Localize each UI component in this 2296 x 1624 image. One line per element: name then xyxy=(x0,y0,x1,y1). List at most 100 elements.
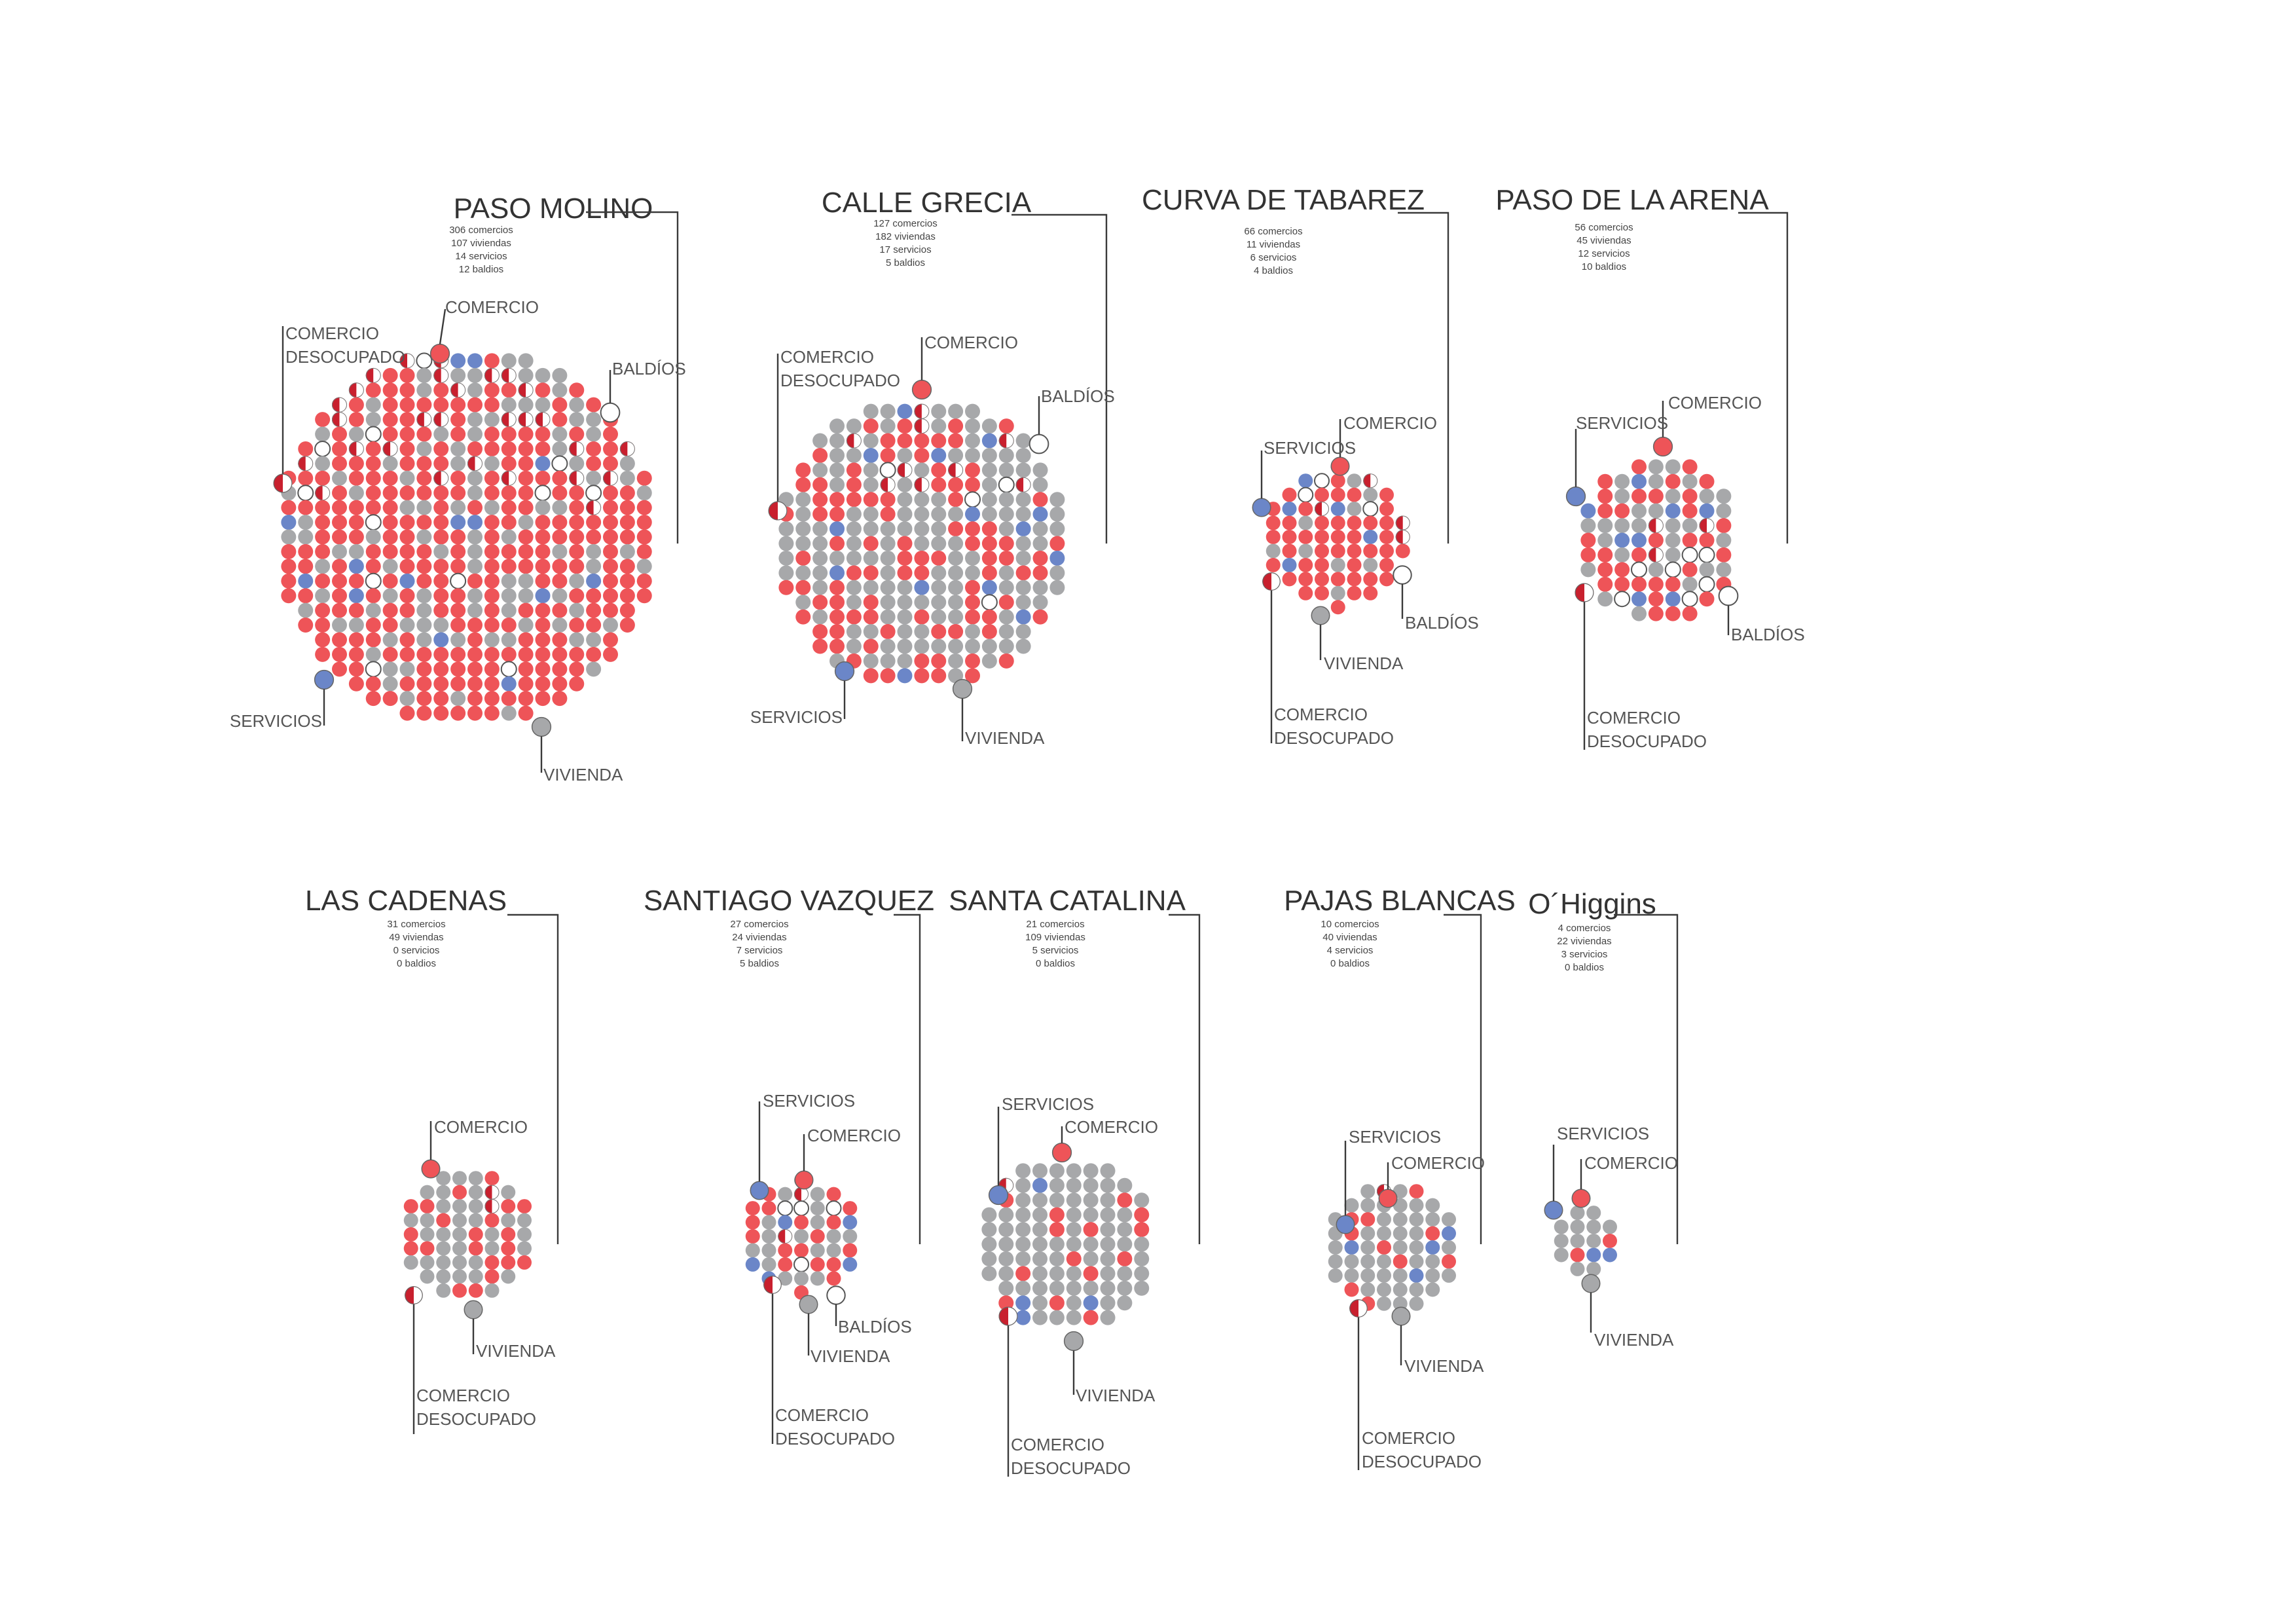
dot-vivienda xyxy=(1580,518,1596,534)
dot-vivienda xyxy=(998,1251,1014,1266)
legend-dot-desocupado xyxy=(1262,572,1281,591)
dot-comercio xyxy=(1315,572,1329,587)
dot-baldios xyxy=(998,476,1015,493)
dot-comercio xyxy=(569,485,585,501)
dot-vivienda xyxy=(981,1251,997,1266)
dot-servicios xyxy=(1631,532,1647,548)
dot-comercio xyxy=(365,500,381,515)
dot-comercio xyxy=(535,529,551,545)
dot-vivienda xyxy=(1049,580,1065,595)
dot-baldios xyxy=(365,514,382,531)
dot-comercio xyxy=(484,1213,500,1228)
dot-vivienda xyxy=(795,492,811,507)
dot-comercio xyxy=(484,353,500,369)
dot-vivienda xyxy=(998,609,1014,625)
label-comercio: COMERCIO xyxy=(807,1126,901,1145)
dot-servicios xyxy=(981,580,997,595)
dot-vivienda xyxy=(1100,1163,1116,1179)
chart-title: CURVA DE TABAREZ xyxy=(1142,184,1425,216)
dot-comercio xyxy=(1330,530,1345,544)
dot-comercio xyxy=(433,441,449,456)
dot-comercio xyxy=(931,550,947,566)
dot-baldios xyxy=(1698,576,1715,593)
label-comercio-desocupado: COMERCIO xyxy=(1587,708,1681,728)
dot-vivienda xyxy=(897,521,913,537)
legend-dot-servicios xyxy=(988,1185,1009,1206)
dot-vivienda xyxy=(450,367,466,383)
dot-vivienda xyxy=(998,1266,1014,1282)
dot-comercio xyxy=(501,1241,516,1256)
label-comercio-desocupado: COMERCIO xyxy=(416,1386,510,1405)
dot-vivienda xyxy=(948,609,964,625)
dot-comercio xyxy=(880,624,896,640)
dot-comercio xyxy=(518,529,534,545)
dot-vivienda xyxy=(914,521,930,537)
dot-comercio xyxy=(484,602,500,618)
dot-comercio xyxy=(1315,515,1329,530)
stat-line: 66 comercios xyxy=(1244,226,1302,237)
dot-comercio xyxy=(433,588,449,604)
dot-vivienda xyxy=(1049,1192,1065,1208)
dot-vivienda xyxy=(1032,595,1048,610)
dot-baldios xyxy=(585,485,602,502)
dot-servicios xyxy=(1363,530,1378,544)
legend-dot-desocupado xyxy=(998,1306,1018,1326)
dot-vivienda xyxy=(501,397,517,413)
dot-vivienda xyxy=(468,1213,483,1228)
dot-comercio xyxy=(846,462,862,478)
title-bracket xyxy=(1444,913,1482,1244)
dot-vivienda xyxy=(452,1213,467,1228)
dot-vivienda xyxy=(1032,1207,1048,1223)
dot-vivienda xyxy=(1066,1310,1082,1325)
dot-vivienda xyxy=(484,632,500,648)
dot-vivienda xyxy=(1134,1192,1150,1208)
dot-comercio xyxy=(450,646,466,662)
dot-comercio xyxy=(863,418,879,434)
dot-vivienda xyxy=(552,544,568,559)
legend-dot-baldios xyxy=(600,402,621,423)
dot-comercio xyxy=(914,550,930,566)
dot-vivienda xyxy=(1614,518,1630,534)
stat-line: 27 comercios xyxy=(730,919,788,930)
dot-vivienda xyxy=(298,529,314,545)
dot-comercio xyxy=(416,573,432,589)
dot-comercio xyxy=(1570,1247,1585,1263)
dot-vivienda xyxy=(1032,1266,1048,1282)
dot-comercio xyxy=(467,705,483,721)
dot-comercio xyxy=(586,456,602,471)
dot-vivienda xyxy=(467,412,483,428)
dot-comercio xyxy=(1379,502,1394,517)
dot-comercio xyxy=(484,691,500,707)
dot-vivienda xyxy=(931,536,947,551)
dot-vivienda xyxy=(348,618,364,633)
dot-vivienda xyxy=(1554,1247,1569,1263)
dot-comercio xyxy=(569,515,585,530)
title-bracket xyxy=(1398,212,1449,544)
dot-comercio xyxy=(1282,487,1297,502)
dot-vivienda xyxy=(348,426,364,442)
dot-servicios xyxy=(348,559,364,574)
dot-comercio xyxy=(382,691,398,707)
dot-comercio xyxy=(636,529,652,545)
neighborhood-chart: LAS CADENAS 31 comercios 49 viviendas 0 ser… xyxy=(305,885,559,1434)
dot-vivienda xyxy=(416,632,432,648)
dot-comercio xyxy=(518,632,534,648)
dot-comercio xyxy=(1425,1226,1440,1241)
stat-line: 5 baldios xyxy=(886,257,925,268)
dot-vivienda xyxy=(863,433,879,449)
dot-vivienda xyxy=(981,462,997,478)
dot-vivienda xyxy=(1554,1234,1569,1248)
dot-comercio xyxy=(795,550,811,566)
dot-vivienda xyxy=(1049,506,1065,522)
dot-comercio xyxy=(450,426,466,442)
dot-comercio xyxy=(501,382,517,398)
dot-comercio xyxy=(416,426,432,442)
dot-vivienda xyxy=(416,588,432,604)
dot-comercio xyxy=(1347,572,1362,587)
dot-baldios xyxy=(1298,487,1314,503)
dot-vivienda xyxy=(450,441,466,456)
dot-comercio xyxy=(1282,530,1297,544)
dot-vivienda xyxy=(332,618,347,633)
dot-vivienda xyxy=(1049,565,1065,581)
dot-vivienda xyxy=(436,1171,451,1186)
